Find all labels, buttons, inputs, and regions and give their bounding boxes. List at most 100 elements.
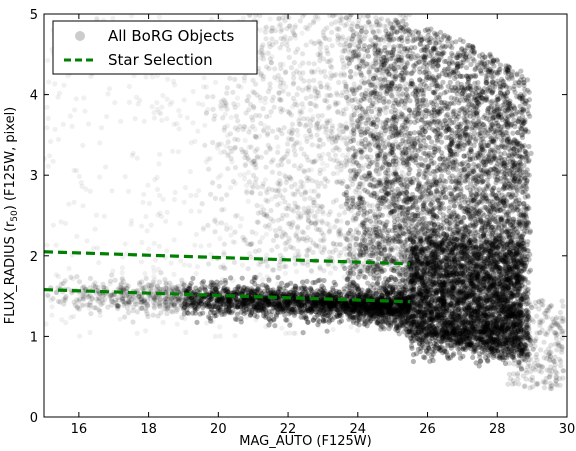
data-point — [435, 227, 441, 233]
data-point — [469, 214, 475, 220]
data-point — [437, 120, 443, 126]
data-point — [429, 82, 435, 88]
data-point — [417, 41, 423, 48]
data-point — [512, 199, 519, 205]
data-point — [410, 38, 416, 44]
data-point — [430, 89, 436, 96]
data-point — [439, 327, 446, 333]
data-point — [504, 229, 510, 235]
data-point — [493, 206, 499, 212]
data-point — [440, 34, 446, 40]
data-point — [404, 46, 411, 52]
data-point — [466, 150, 472, 156]
data-point — [451, 269, 457, 275]
data-point — [524, 335, 530, 341]
data-point — [429, 139, 435, 145]
data-point — [491, 63, 497, 69]
data-point — [483, 330, 489, 336]
data-point — [440, 43, 446, 49]
data-point — [435, 63, 441, 69]
data-point — [403, 271, 409, 277]
data-point — [377, 148, 383, 154]
data-point — [447, 141, 454, 147]
data-point — [454, 74, 460, 80]
data-point — [491, 311, 497, 317]
data-point — [490, 185, 497, 191]
data-point — [460, 193, 466, 199]
data-point — [517, 153, 523, 159]
data-point — [514, 72, 520, 78]
data-point — [492, 245, 498, 251]
data-point — [524, 229, 530, 235]
data-point — [494, 261, 501, 267]
data-point — [357, 251, 363, 257]
data-point — [489, 122, 495, 128]
data-point — [443, 135, 449, 141]
data-point — [436, 314, 442, 320]
data-point — [367, 284, 374, 290]
data-point — [462, 117, 468, 123]
data-point — [445, 83, 451, 89]
data-point — [450, 159, 456, 165]
data-point — [493, 279, 500, 286]
data-point — [473, 221, 479, 227]
data-point — [449, 139, 455, 145]
data-point — [462, 119, 468, 125]
data-point — [423, 142, 429, 148]
data-point — [483, 171, 489, 177]
data-point — [421, 215, 427, 221]
data-point — [404, 35, 410, 42]
data-point — [522, 262, 528, 269]
data-point — [469, 156, 476, 162]
data-point — [404, 190, 410, 197]
data-point — [350, 318, 356, 324]
data-point — [406, 28, 412, 34]
data-point — [470, 166, 476, 173]
data-point — [490, 80, 496, 86]
data-point — [509, 73, 515, 79]
data-point — [445, 156, 451, 162]
data-point — [490, 199, 496, 205]
data-point — [419, 88, 425, 94]
data-point — [416, 129, 422, 135]
data-point — [425, 32, 431, 39]
data-point — [497, 62, 504, 68]
data-point — [412, 216, 418, 222]
data-point — [528, 150, 534, 156]
data-point — [420, 59, 426, 65]
data-point — [525, 129, 531, 135]
data-point — [463, 95, 469, 101]
data-point — [477, 329, 483, 335]
data-point — [513, 274, 519, 280]
data-point — [524, 330, 530, 336]
data-point — [462, 325, 468, 331]
data-point — [463, 125, 469, 132]
data-point — [419, 37, 425, 44]
data-point — [479, 51, 485, 58]
data-point — [411, 67, 417, 73]
data-point — [432, 37, 438, 43]
data-point — [474, 178, 480, 184]
data-point — [457, 204, 463, 210]
data-point — [510, 159, 516, 165]
data-point — [517, 234, 524, 240]
data-point — [448, 137, 454, 143]
data-point — [406, 216, 412, 222]
data-point — [478, 207, 484, 213]
data-point — [423, 113, 429, 119]
data-point — [497, 84, 503, 90]
data-point — [376, 275, 382, 282]
data-point — [448, 199, 454, 205]
data-point — [479, 99, 485, 105]
data-point — [400, 267, 406, 273]
data-point — [451, 138, 457, 144]
data-point — [478, 136, 484, 142]
data-point — [398, 314, 404, 320]
data-point — [472, 94, 478, 100]
data-point — [353, 160, 360, 166]
data-point — [420, 310, 426, 316]
data-point — [433, 269, 439, 275]
data-point — [481, 156, 487, 162]
data-point — [473, 136, 479, 142]
data-point — [454, 340, 461, 346]
